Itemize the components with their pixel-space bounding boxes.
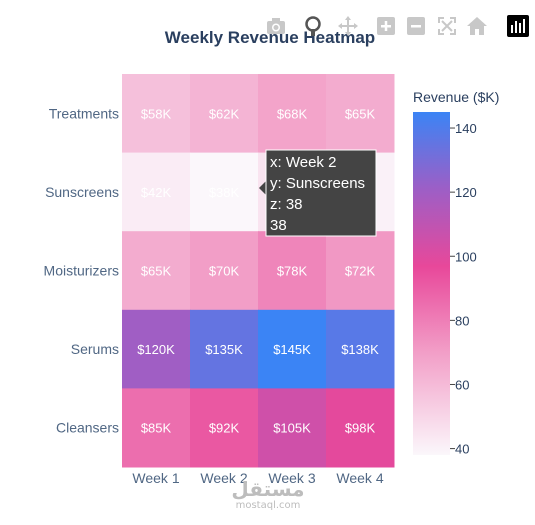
watermark-sub: mostaql.com — [235, 500, 301, 511]
cell-label: $138K — [341, 342, 379, 357]
heatmap-cell[interactable] — [326, 309, 395, 389]
colorbar-title: Revenue ($K) — [413, 89, 499, 105]
y-tick-label: Sunscreens — [45, 184, 119, 200]
cell-label: $92K — [209, 421, 240, 436]
heatmap-cell[interactable] — [122, 388, 191, 468]
cell-label: $38K — [209, 185, 240, 200]
zoom-in-icon[interactable] — [374, 14, 398, 38]
cell-label: $65K — [141, 264, 172, 279]
heatmap-cell[interactable] — [190, 309, 259, 389]
heatmap-cell[interactable] — [258, 74, 327, 154]
y-tick-label: Treatments — [49, 105, 119, 121]
heatmap-cell[interactable] — [258, 309, 327, 389]
plotly-logo-icon[interactable] — [506, 14, 530, 38]
heatmap-cell[interactable] — [190, 152, 259, 232]
home-icon[interactable] — [465, 14, 489, 38]
cell-label: $68K — [277, 106, 308, 121]
hover-value-text: 38 — [270, 217, 287, 234]
y-tick-label: Moisturizers — [44, 263, 119, 279]
cell-label: $70K — [209, 264, 240, 279]
y-tick-label: Cleansers — [56, 420, 119, 436]
heatmap-cell[interactable] — [326, 74, 395, 154]
x-tick-label: Week 3 — [268, 470, 315, 486]
pan-icon[interactable] — [336, 14, 360, 38]
x-tick-label: Week 4 — [336, 470, 383, 486]
cell-label: $135K — [205, 342, 243, 357]
cell-label: $105K — [273, 421, 311, 436]
heatmap-cell[interactable] — [122, 309, 191, 389]
colorbar-tick-label: 120 — [455, 185, 477, 200]
colorbar-tick-label: 140 — [455, 121, 477, 136]
watermark-logo: مستقل mostaql.com — [228, 478, 308, 512]
heatmap-cell[interactable] — [258, 388, 327, 468]
colorbar-tick-label: 100 — [455, 249, 477, 264]
heatmap-cell[interactable] — [190, 74, 259, 154]
hover-z-text: z: 38 — [270, 196, 303, 213]
x-tick-label: Week 1 — [132, 470, 179, 486]
colorbar-tick-label: 80 — [455, 313, 469, 328]
cell-label: $120K — [137, 342, 175, 357]
cell-label: $72K — [345, 264, 376, 279]
y-tick-label: Serums — [71, 341, 119, 357]
heatmap-cell[interactable] — [258, 231, 327, 311]
cell-label: $98K — [345, 421, 376, 436]
colorbar-tick-label: 60 — [455, 377, 469, 392]
colorbar-gradient — [413, 112, 450, 455]
modebar — [262, 14, 532, 40]
cell-label: $58K — [141, 106, 172, 121]
x-tick-label: Week 2 — [200, 470, 247, 486]
zoom-out-icon[interactable] — [404, 14, 428, 38]
heatmap-cell[interactable] — [190, 388, 259, 468]
autoscale-icon[interactable] — [435, 14, 459, 38]
cell-label: $78K — [277, 264, 308, 279]
zoom-icon[interactable] — [302, 14, 326, 38]
heatmap-cell[interactable] — [326, 388, 395, 468]
chart-title: Weekly Revenue Heatmap — [165, 28, 375, 47]
hover-x-text: x: Week 2 — [270, 154, 336, 171]
camera-icon[interactable] — [264, 14, 288, 38]
cell-label: $85K — [141, 421, 172, 436]
heatmap-cell[interactable] — [122, 231, 191, 311]
hover-y-text: y: Sunscreens — [270, 175, 365, 192]
heatmap-cell[interactable] — [326, 231, 395, 311]
heatmap-cell[interactable] — [190, 231, 259, 311]
watermark-main: مستقل — [231, 477, 305, 501]
heatmap-cell[interactable] — [122, 74, 191, 154]
cell-label: $42K — [141, 185, 172, 200]
cell-label: $145K — [273, 342, 311, 357]
cell-label: $62K — [209, 106, 240, 121]
hover-tooltip: x: Week 2 y: Sunscreens z: 38 38 — [259, 149, 377, 237]
cell-label: $65K — [345, 106, 376, 121]
heatmap-cell[interactable] — [122, 152, 191, 232]
colorbar-tick-label: 40 — [455, 442, 469, 457]
